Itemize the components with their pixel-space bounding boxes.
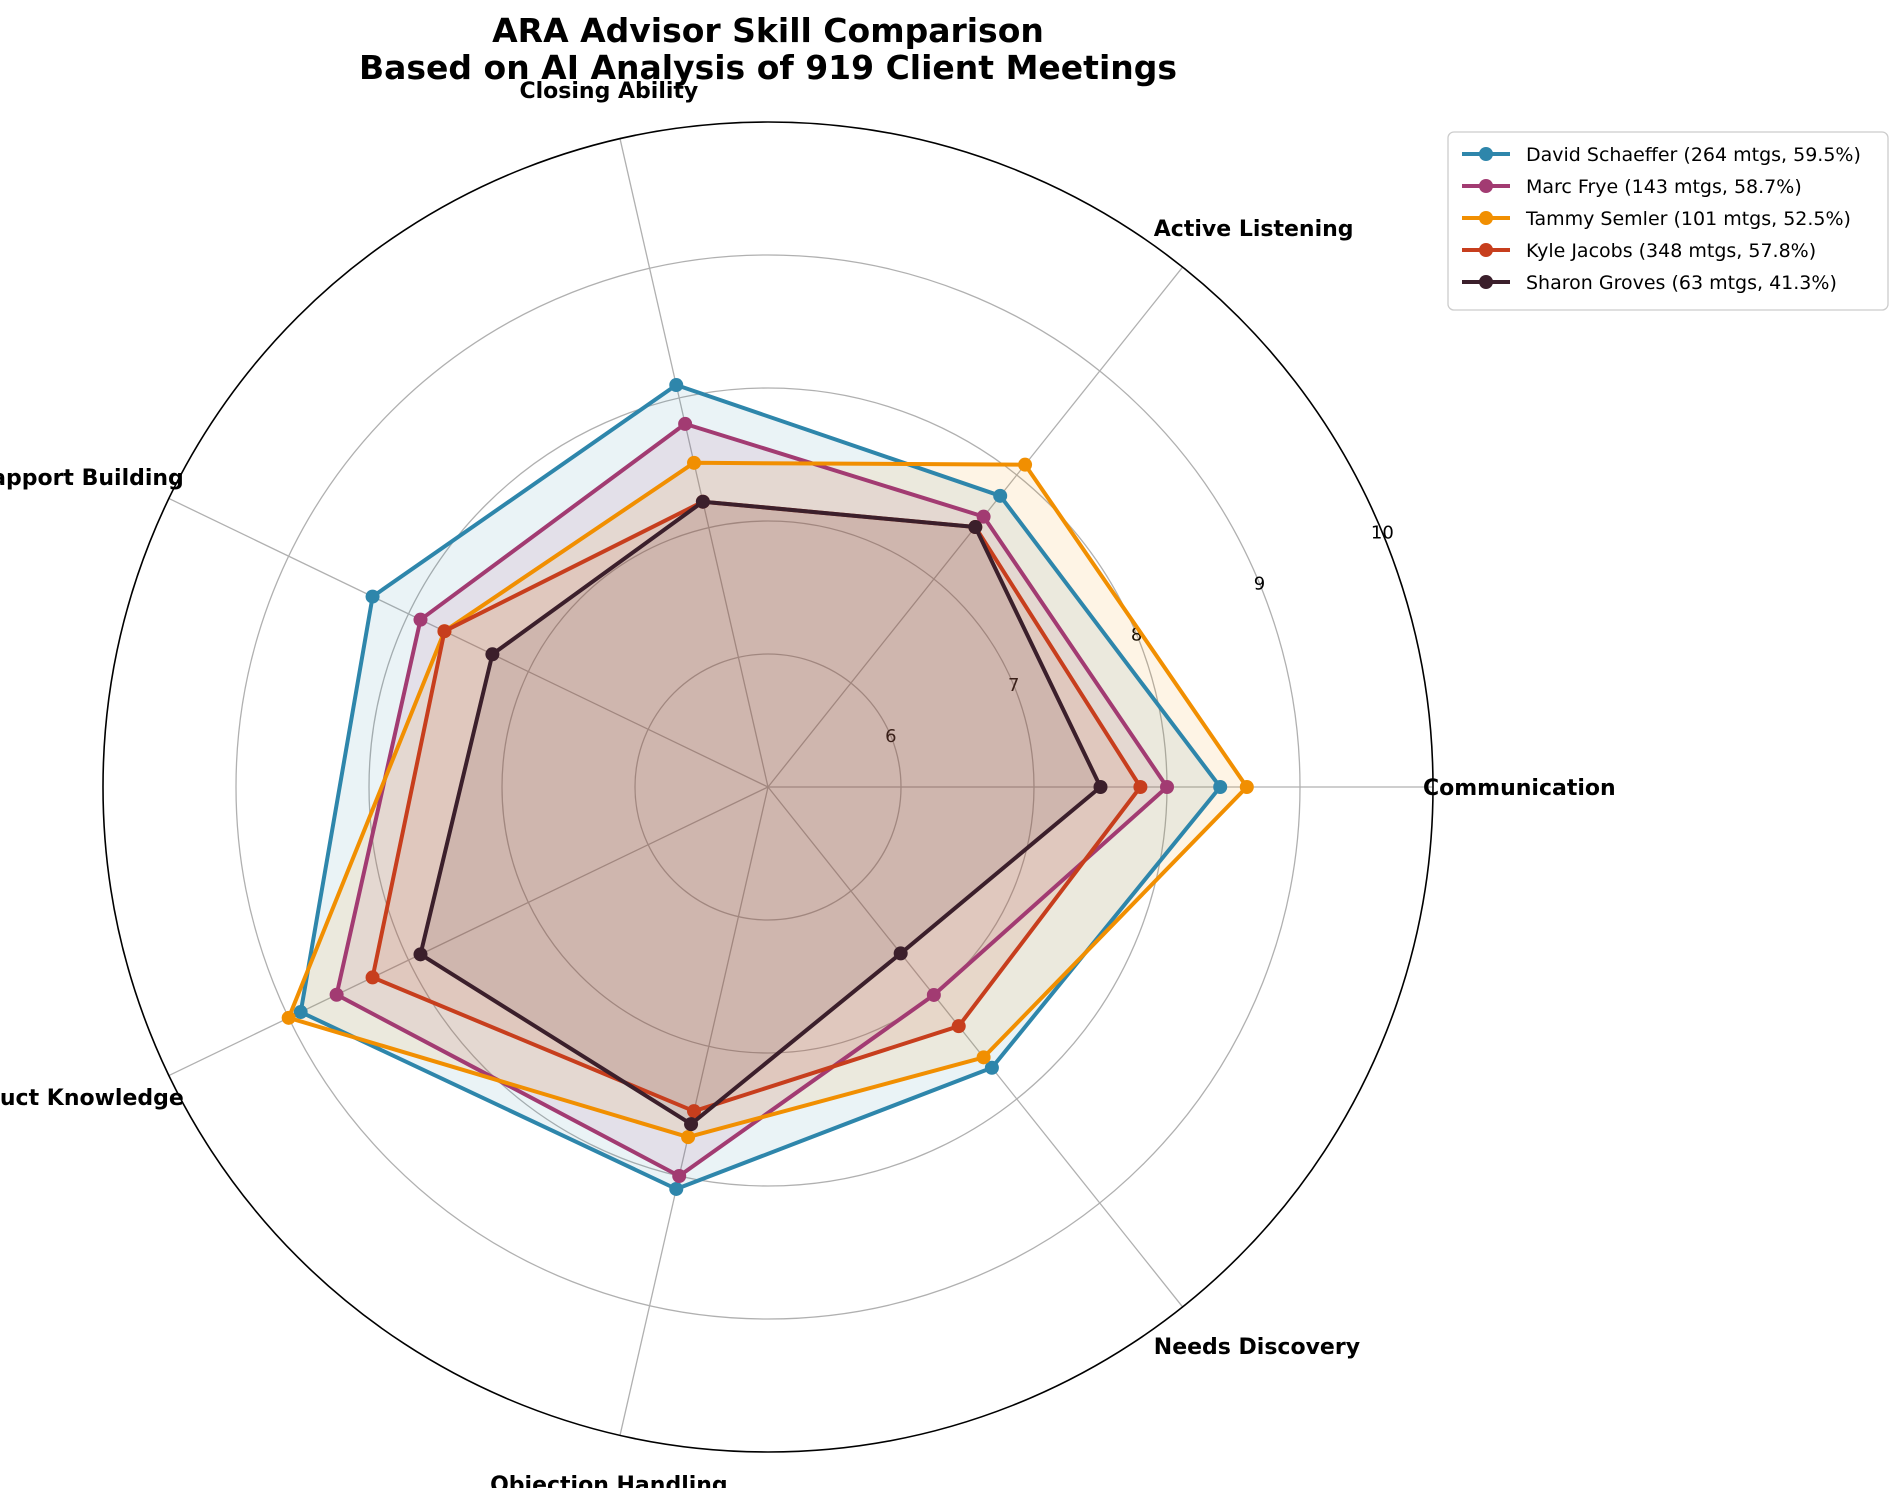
series-fill-2 (288, 462, 1247, 1138)
legend-marker-3 (1479, 243, 1493, 257)
series-line-4 (418, 499, 1103, 1127)
series-layer (281, 378, 1254, 1196)
legend-label-0: David Schaeffer (264 mtgs, 59.5%) (1526, 144, 1861, 166)
series-point (893, 946, 908, 961)
chart-subtitle: Based on AI Analysis of 919 Client Meeti… (359, 48, 1177, 87)
series-point (329, 987, 344, 1002)
axis-label-5: Objection Handling (490, 1473, 728, 1488)
series-point (1093, 780, 1108, 794)
series-point (681, 1130, 696, 1145)
series-point (365, 589, 380, 604)
legend-label-4: Sharon Groves (63 mtgs, 41.3%) (1526, 272, 1837, 294)
grid-spoke-6 (767, 786, 1184, 1308)
axis-label-2: Closing Ability (520, 79, 699, 104)
radial-grid: 6 7 8 9 10 (102, 121, 1434, 1453)
series-point (695, 494, 710, 509)
series-point (926, 987, 941, 1002)
r-tick-label: 8 (1131, 624, 1142, 645)
series-point (293, 1005, 308, 1020)
axis-label-6: Needs Discovery (1154, 1335, 1360, 1360)
outer-frame (102, 121, 1434, 1453)
r-tick-label: 9 (1254, 573, 1265, 594)
series-point (951, 1019, 966, 1034)
series-point (669, 378, 684, 393)
series-point (485, 647, 500, 662)
series-point (687, 455, 702, 470)
legend-label-1: Marc Frye (143 mtgs, 58.7%) (1526, 176, 1802, 198)
series-point (1160, 780, 1174, 794)
axis-label-3: Rapport Building (0, 466, 184, 491)
series-point (413, 947, 428, 962)
series-point (672, 1168, 687, 1183)
legend-marker-1 (1479, 179, 1493, 193)
series-point (976, 1050, 991, 1065)
series-point (281, 1010, 296, 1025)
series-point (1133, 780, 1148, 794)
series-line-1 (334, 421, 1169, 1178)
r-tick-label: 7 (1008, 675, 1019, 696)
series-point (1213, 780, 1228, 794)
grid-spoke-4 (168, 786, 769, 1077)
axis-label-1: Active Listening (1154, 217, 1354, 242)
series-point (993, 488, 1008, 503)
series-point (976, 509, 991, 524)
series-point (984, 1060, 999, 1075)
series-point (1239, 780, 1254, 794)
chart-title: ARA Advisor Skill Comparison (492, 11, 1044, 50)
series-point (684, 1117, 699, 1132)
legend-marker-4 (1479, 275, 1493, 289)
legend-box (1447, 131, 1889, 311)
series-line-2 (286, 460, 1249, 1140)
series-fill-1 (336, 423, 1168, 1176)
series-fill-3 (372, 501, 1141, 1112)
legend-label-3: Kyle Jacobs (348 mtgs, 57.8%) (1526, 240, 1816, 262)
r-tick-label: 10 (1371, 523, 1394, 544)
axis-labels: Communication Active Listening Closing Abi… (0, 79, 1616, 1488)
series-fill-4 (420, 501, 1101, 1125)
r-tick-label: 6 (885, 726, 896, 747)
series-point (437, 624, 452, 639)
series-point (968, 520, 983, 535)
legend-marker-2 (1479, 211, 1493, 225)
legend-label-2: Tammy Semler (101 mtgs, 52.5%) (1525, 208, 1851, 230)
legend: David Schaeffer (264 mtgs, 59.5%) Marc Fr… (1447, 131, 1889, 311)
axis-label-0: Communication (1423, 776, 1616, 801)
series-point (413, 612, 428, 627)
axis-label-4: Product Knowledge (0, 1086, 184, 1111)
series-line-0 (298, 383, 1223, 1191)
series-point (1018, 457, 1033, 472)
grid-spoke-3 (168, 497, 769, 788)
series-point (678, 416, 693, 431)
series-point (669, 1181, 684, 1196)
series-point (687, 1104, 702, 1119)
legend-marker-0 (1479, 147, 1493, 161)
series-point (365, 970, 380, 985)
